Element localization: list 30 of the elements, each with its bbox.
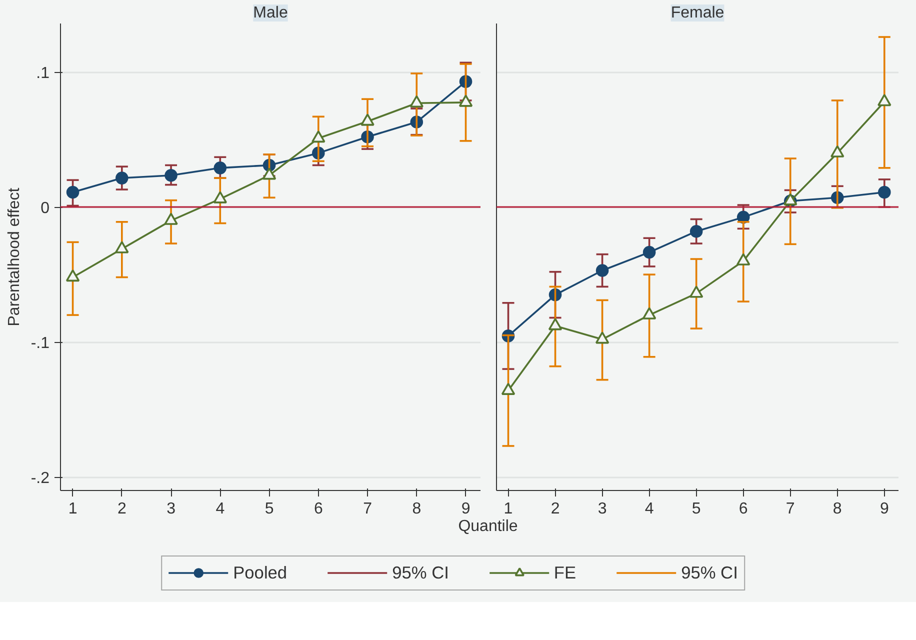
x-tick-label: 6 <box>738 500 748 518</box>
chart-title: Male <box>253 4 288 22</box>
x-tick-label: 2 <box>117 500 126 518</box>
y-axis-title: Parentalhood effect <box>6 187 23 326</box>
x-tick-label: 9 <box>880 500 889 518</box>
text: 95% CI <box>681 562 738 584</box>
y-tick-label: .1 <box>36 65 50 82</box>
x-tick-label: 7 <box>786 500 795 518</box>
x-tick-label: 2 <box>550 500 560 518</box>
x-tick-label: 1 <box>68 500 78 518</box>
x-tick-label: 4 <box>644 500 654 518</box>
x-tick-label: 6 <box>314 500 323 518</box>
x-tick-label: 9 <box>461 500 470 518</box>
x-tick-label: 1 <box>504 500 513 518</box>
x-tick-label: 5 <box>264 500 274 518</box>
text: 95% CI <box>392 562 449 584</box>
x-tick-label: 7 <box>363 500 372 518</box>
y-tick-label: 0 <box>40 200 50 218</box>
x-tick-label: 8 <box>832 500 842 518</box>
y-tick-label: -.1 <box>30 335 50 352</box>
x-axis-title: Quantile <box>458 517 518 537</box>
legend-label: Pooled <box>233 562 288 584</box>
x-tick-label: 3 <box>598 500 607 518</box>
x-tick-label: 4 <box>216 500 225 518</box>
x-tick-label: 8 <box>412 500 422 518</box>
x-tick-label: 3 <box>166 500 176 518</box>
legend-label: FE <box>554 562 576 584</box>
x-tick-label: 5 <box>692 500 701 518</box>
chart-title: Female <box>670 4 724 22</box>
y-tick-label: -.2 <box>30 470 50 488</box>
